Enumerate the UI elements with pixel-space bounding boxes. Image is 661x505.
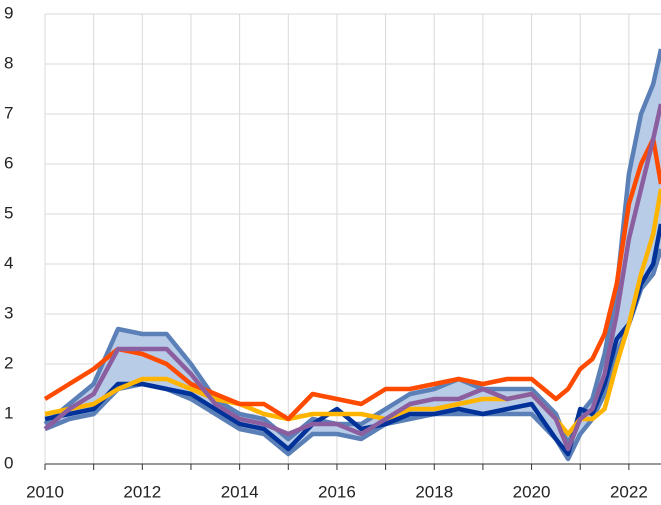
y-tick-label: 1 [4,403,13,422]
y-tick-label: 6 [4,153,13,172]
x-tick-label: 2012 [123,482,161,501]
series-line [44,223,661,457]
y-tick-label: 5 [4,203,13,222]
y-tick-label: 3 [4,303,13,322]
x-tick-label: 2022 [610,482,648,501]
band-area [45,49,661,459]
y-tick-label: 8 [4,53,13,72]
series-line [43,48,661,447]
x-tick-label: 2014 [221,482,259,501]
series-line [44,188,661,437]
y-tick-label: 0 [4,453,13,472]
series-line [43,103,661,452]
x-tick-label: 2016 [318,482,356,501]
y-tick-label: 9 [4,3,13,22]
x-tick-label: 2020 [513,482,551,501]
y-tick-label: 7 [4,103,13,122]
x-tick-label: 2018 [415,482,453,501]
x-tick-label: 2010 [26,482,64,501]
series-line [43,136,661,422]
y-tick-label: 2 [4,353,13,372]
y-tick-label: 4 [4,253,13,272]
